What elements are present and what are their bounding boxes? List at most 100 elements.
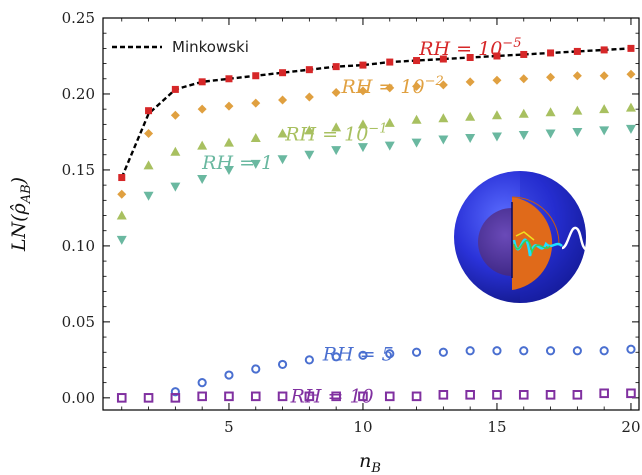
- data-point: [438, 135, 449, 145]
- data-point: [251, 98, 261, 108]
- data-point: [572, 71, 582, 81]
- y-tick-label: 0.00: [62, 389, 95, 407]
- x-tick-label: 10: [353, 418, 372, 436]
- data-point: [493, 52, 501, 60]
- data-point: [279, 69, 287, 77]
- data-point: [491, 110, 502, 120]
- data-point: [250, 133, 261, 143]
- x-tick-label: 5: [224, 418, 234, 436]
- data-point: [465, 77, 475, 87]
- data-point: [224, 391, 234, 402]
- black-hole-sphere-icon: [454, 171, 589, 303]
- series-0: [120, 47, 632, 178]
- data-point: [384, 391, 395, 402]
- data-point: [465, 111, 476, 121]
- y-tick-label: 0.25: [62, 9, 95, 27]
- data-point: [304, 150, 315, 160]
- data-point: [197, 175, 208, 185]
- data-point: [223, 137, 234, 147]
- data-point: [250, 159, 261, 169]
- data-point: [170, 182, 181, 192]
- data-point: [197, 378, 207, 388]
- data-point: [117, 189, 127, 199]
- legend-label: Minkowski: [172, 38, 249, 56]
- data-point: [411, 138, 422, 148]
- data-point: [331, 146, 342, 156]
- series-5: [170, 344, 636, 397]
- data-point: [116, 235, 127, 245]
- data-point: [518, 390, 529, 400]
- data-point: [572, 127, 583, 137]
- data-point: [278, 95, 288, 105]
- y-axis-ticks: 0.00 0.05 0.10 0.15 0.20 0.25: [62, 9, 639, 407]
- data-point: [466, 54, 474, 62]
- series-2: [117, 69, 636, 199]
- data-point: [197, 104, 207, 114]
- data-point: [331, 87, 341, 97]
- data-point: [250, 391, 261, 402]
- data-point: [519, 346, 529, 356]
- data-point: [143, 160, 154, 170]
- minkowski-line: [120, 47, 632, 178]
- x-axis-label: nB: [359, 450, 381, 475]
- annotation-exponent: −1: [368, 121, 387, 136]
- data-point: [277, 391, 288, 402]
- data-point: [331, 122, 342, 132]
- x-axis-ticks: 5 10 15 20: [121, 18, 641, 436]
- data-point: [304, 92, 314, 102]
- data-point: [251, 364, 261, 374]
- data-point: [331, 352, 341, 362]
- data-point: [223, 165, 234, 175]
- data-point: [413, 57, 421, 65]
- data-point: [170, 110, 180, 120]
- data-point: [252, 72, 260, 80]
- data-point: [411, 391, 422, 402]
- data-point: [438, 347, 448, 357]
- data-point: [358, 350, 368, 360]
- x-tick-label: 20: [621, 418, 640, 436]
- data-point: [626, 69, 636, 79]
- data-point: [384, 141, 395, 151]
- data-point: [546, 72, 556, 82]
- data-point: [197, 140, 208, 150]
- data-point: [438, 80, 448, 90]
- y-tick-label: 0.05: [62, 313, 95, 331]
- data-point: [599, 346, 609, 356]
- series-1: [118, 44, 635, 182]
- y-tick-label: 0.15: [62, 161, 95, 179]
- y-axis-label: LN(ρ̂AB): [8, 177, 34, 252]
- data-point: [277, 359, 288, 370]
- data-point: [492, 390, 502, 400]
- data-point: [626, 388, 636, 399]
- data-point: [518, 108, 529, 118]
- data-point: [411, 347, 422, 357]
- data-point: [171, 85, 179, 93]
- data-point: [357, 119, 368, 129]
- data-point: [143, 191, 154, 201]
- data-point: [599, 388, 609, 399]
- data-point: [545, 346, 556, 356]
- data-point: [277, 128, 288, 138]
- data-point: [572, 105, 583, 115]
- data-point: [384, 117, 395, 127]
- data-point: [600, 46, 608, 54]
- data-point: [277, 155, 288, 165]
- series-annotation: RH = 10: [290, 385, 374, 407]
- x-tick-label: 15: [487, 418, 506, 436]
- data-point: [545, 107, 556, 117]
- data-point: [572, 346, 582, 356]
- series-3: [116, 102, 636, 220]
- data-point: [412, 81, 422, 91]
- data-point: [305, 66, 313, 74]
- annotation-exponent: −5: [502, 36, 521, 51]
- data-point: [572, 390, 583, 400]
- data-point: [118, 174, 126, 182]
- data-point: [545, 129, 556, 139]
- data-point: [358, 86, 368, 96]
- data-point: [492, 75, 502, 85]
- data-point: [625, 102, 636, 112]
- data-point: [627, 44, 635, 52]
- y-tick-label: 0.20: [62, 85, 95, 103]
- series-6: [116, 388, 636, 403]
- data-point: [198, 78, 206, 86]
